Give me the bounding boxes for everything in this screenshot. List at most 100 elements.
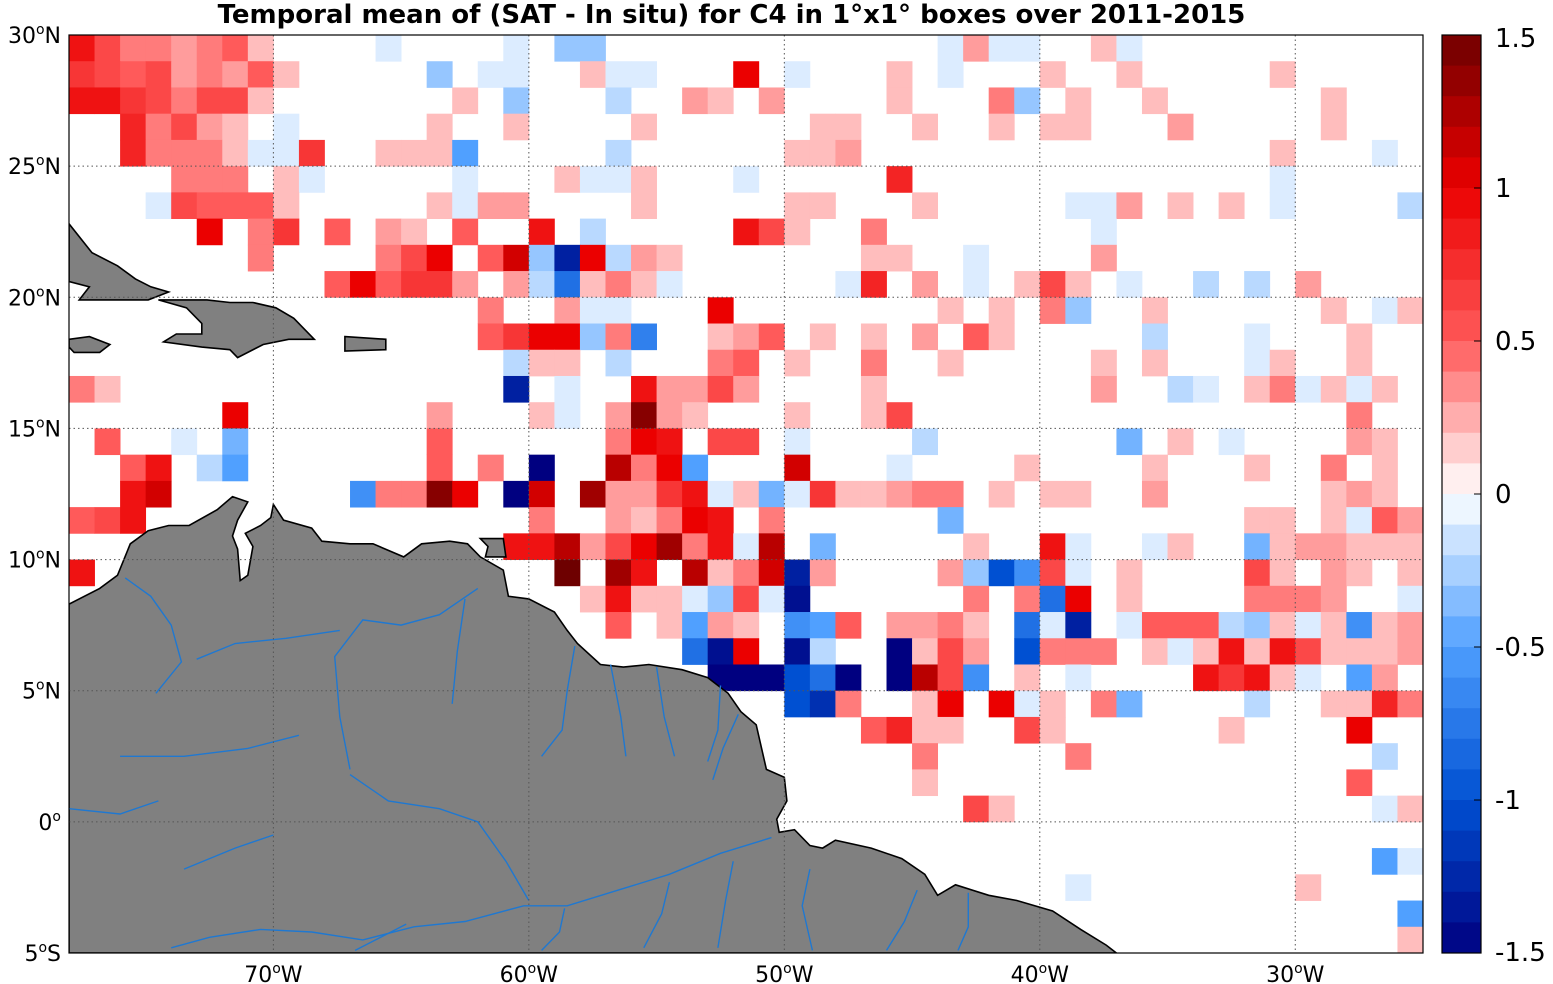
grid-box bbox=[733, 664, 760, 692]
grid-box bbox=[605, 533, 632, 560]
grid-box bbox=[809, 113, 836, 141]
grid-box bbox=[733, 428, 760, 456]
grid-box bbox=[860, 480, 887, 508]
grid-box bbox=[452, 192, 479, 219]
grid-box bbox=[247, 61, 274, 88]
grid-box bbox=[145, 480, 172, 508]
lat-tick-label: 5oS bbox=[24, 940, 61, 967]
grid-box bbox=[656, 585, 683, 613]
grid-box bbox=[1116, 35, 1143, 62]
grid-box bbox=[1141, 533, 1168, 560]
axis-ticks: 30oN 25oN 20oN 15oN 10oN 5oN 0o 5oS 70oW 60oW 50oW… bbox=[8, 22, 1325, 984]
grid-box bbox=[1320, 113, 1347, 141]
colorbar-segment bbox=[1442, 249, 1481, 281]
grid-box bbox=[171, 113, 198, 141]
grid-box bbox=[579, 35, 606, 62]
grid-box bbox=[835, 113, 862, 141]
grid-box bbox=[579, 166, 606, 193]
grid-box bbox=[196, 61, 223, 88]
grid-box bbox=[120, 35, 147, 62]
river-line bbox=[451, 598, 466, 704]
grid-box bbox=[579, 533, 606, 560]
grid-box bbox=[963, 35, 990, 62]
lon-tick-label: 40oW bbox=[1011, 961, 1070, 984]
grid-box bbox=[1065, 638, 1092, 665]
grid-box bbox=[298, 166, 325, 193]
grid-box bbox=[631, 402, 657, 429]
grid-box bbox=[988, 480, 1015, 508]
grid-box bbox=[477, 454, 504, 482]
lon-tick-label: 60oW bbox=[500, 961, 559, 984]
grid-box bbox=[528, 244, 555, 272]
river-line bbox=[609, 664, 627, 757]
grid-box bbox=[631, 507, 657, 534]
grid-box bbox=[94, 35, 121, 62]
grid-box bbox=[528, 454, 555, 482]
grid-box bbox=[682, 638, 709, 665]
grid-box bbox=[273, 61, 300, 88]
grid-box bbox=[733, 638, 760, 665]
grid-box bbox=[528, 480, 555, 508]
grid-box bbox=[1244, 533, 1271, 560]
grid-box bbox=[758, 87, 785, 115]
river-line bbox=[712, 714, 739, 781]
grid-box bbox=[733, 349, 760, 377]
land-polygon bbox=[69, 335, 112, 354]
grid-box bbox=[94, 87, 121, 115]
grid-box bbox=[809, 664, 836, 692]
grid-box bbox=[1141, 297, 1168, 324]
grid-box bbox=[1346, 559, 1373, 587]
grid-box bbox=[682, 480, 709, 508]
lat-tick-label: 30oN bbox=[8, 22, 61, 49]
lat-tick-label: 25oN bbox=[8, 153, 61, 180]
grid-box bbox=[912, 480, 939, 508]
grid-box bbox=[784, 61, 811, 88]
grid-box bbox=[631, 375, 657, 403]
grid-box bbox=[1295, 585, 1322, 613]
grid-box bbox=[707, 612, 734, 639]
grid-box bbox=[1269, 664, 1296, 692]
grid-box bbox=[1295, 271, 1322, 298]
grid-box bbox=[171, 61, 198, 88]
grid-box bbox=[758, 218, 785, 246]
land-polygon bbox=[344, 335, 387, 352]
grid-box bbox=[503, 87, 530, 115]
grid-box bbox=[503, 61, 530, 88]
grid-box bbox=[912, 743, 939, 770]
colorbar-segment bbox=[1442, 738, 1481, 770]
grid-box bbox=[1014, 271, 1041, 298]
grid-box bbox=[886, 664, 913, 692]
colorbar-segment bbox=[1442, 157, 1481, 189]
grid-box bbox=[1116, 192, 1143, 219]
grid-box bbox=[605, 244, 632, 272]
grid-box bbox=[503, 533, 530, 560]
grid-box bbox=[1039, 480, 1066, 508]
grid-box bbox=[707, 507, 734, 534]
grid-box bbox=[196, 192, 223, 219]
grid-box bbox=[784, 612, 811, 639]
grid-box bbox=[1397, 192, 1423, 219]
grid-box bbox=[860, 271, 887, 298]
grid-box bbox=[1039, 690, 1066, 718]
grid-box bbox=[1116, 428, 1143, 456]
grid-box bbox=[1039, 612, 1066, 639]
lat-tick-label: 15oN bbox=[8, 415, 61, 442]
river-line bbox=[885, 889, 918, 951]
grid-box bbox=[835, 664, 862, 692]
grid-box bbox=[1295, 612, 1322, 639]
grid-box bbox=[69, 559, 95, 587]
grid-box bbox=[477, 323, 504, 351]
grid-box bbox=[912, 769, 939, 797]
grid-box bbox=[809, 612, 836, 639]
grid-box bbox=[886, 244, 913, 272]
grid-box bbox=[1244, 638, 1271, 665]
grid-box bbox=[784, 454, 811, 482]
grid-box bbox=[733, 375, 760, 403]
grid-box bbox=[94, 61, 121, 88]
grid-box bbox=[733, 480, 760, 508]
grid-box bbox=[758, 664, 785, 692]
grid-box bbox=[1014, 35, 1041, 62]
grid-box bbox=[426, 428, 453, 456]
grid-box bbox=[171, 139, 198, 167]
grid-box bbox=[912, 428, 939, 456]
